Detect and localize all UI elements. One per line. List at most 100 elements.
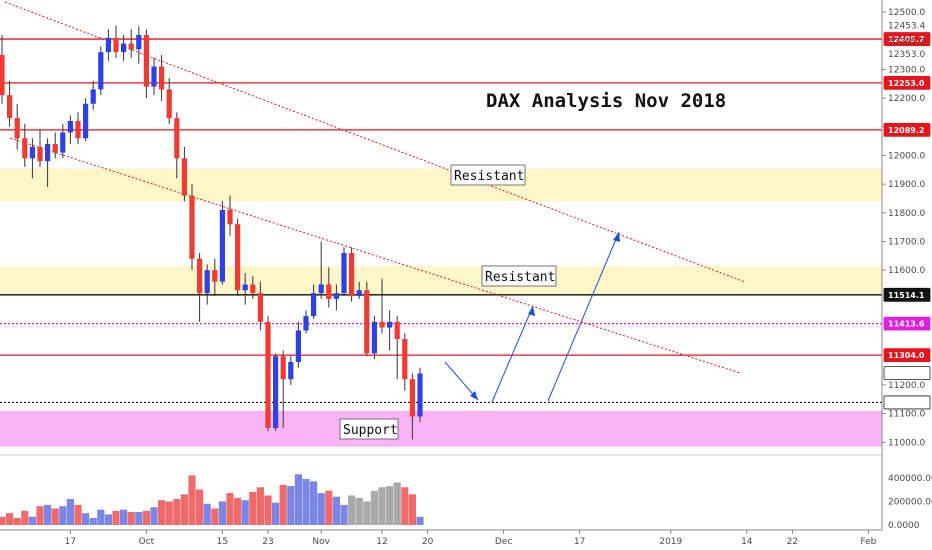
price-tag [883,32,931,46]
candle-body [98,52,104,90]
zone-band [0,265,882,296]
candle-body [22,138,28,159]
volume-bar [272,502,280,525]
price-tag-label: 11304.0 [888,351,925,360]
volume-bar [226,493,234,525]
zone-label: Support [343,423,398,438]
date-tick-label: 15 [217,537,228,547]
chart-title-box [482,86,710,114]
candle-body [136,34,142,50]
candle-body [189,195,195,259]
volume-bar [203,503,211,525]
date-tick-label: 20 [422,537,434,547]
zone-label-box [339,418,399,440]
candle-body [159,66,165,90]
volume-bar [21,510,29,525]
candle-body [288,361,294,380]
volume-bar [142,510,150,525]
volume-bar [393,482,401,525]
date-tick-label: 2019 [659,537,682,547]
candle-body [242,284,248,291]
candle-body [409,379,415,417]
volume-tick-label: 400000.0000 [888,474,932,484]
chart-title: DAX Analysis Nov 2018 [486,90,726,112]
candle-body [174,118,180,159]
candle-body [394,321,400,340]
projection-arrowhead-up-2 [613,232,620,242]
volume-bar [112,510,120,525]
candle-body [14,118,20,139]
candle-body [250,284,256,294]
volume-bar [378,487,386,525]
candle-body [295,330,301,362]
volume-bar [158,500,166,525]
date-tick-label: 17 [574,537,585,547]
projection-arrow-up-2 [547,231,620,402]
time-axis[interactable]: 17 Oct 15 23 Nov 12 20 Dec 17 2019 14 22 Feb [65,530,877,547]
candle-body [235,224,241,291]
zone-label-box [481,265,557,287]
price-tick-label: 12000.0 [888,151,925,161]
candle-body [60,132,66,153]
volume-bar [150,507,158,525]
price-tag [883,395,931,410]
volume-bar [340,504,348,525]
price-tag-label: 11138.9 [888,398,925,407]
zone-label: Resistant [485,270,555,285]
zones-layer [0,168,882,447]
date-tick-label: Dec [495,537,512,547]
volume-bar [310,481,318,525]
volume-bar [0,516,6,525]
candle-body [273,356,279,428]
volume-tick-label: 200000.0000 [888,497,932,507]
candle-body [67,121,73,133]
trendlines [4,1,746,403]
date-tick-label: 12 [376,537,387,547]
candle-body [151,66,157,87]
candle-body [257,293,263,322]
volume-bar [51,508,59,525]
candle-body [45,143,51,162]
volume-bar [127,512,135,525]
candle-body [356,290,362,296]
date-tick-label: 23 [262,537,273,547]
price-tag-plain: 12397.2 [888,37,925,47]
volume-bar [6,513,14,525]
volume-bar [302,478,310,525]
volume-bar [332,496,340,525]
projection-arrowhead-up-1 [528,306,535,316]
zone-label-box [450,164,526,186]
price-tag-label: 12089.2 [888,126,924,135]
volume-bar [348,495,356,525]
candle-body [326,284,332,299]
price-tick-label: 11200.0 [888,381,925,391]
price-tick-label: 12200.0 [888,94,925,104]
volume-bar [264,495,272,525]
price-tag-label: 12405.7 [888,35,924,44]
volume-bar [135,512,143,525]
volume-bar [97,509,105,525]
volume-bar [82,513,90,525]
candle-body [349,252,355,296]
candle-body [166,89,172,119]
price-tag [883,316,931,331]
horizontal-levels [0,38,882,404]
candle-body [75,121,81,139]
candle-body [113,37,119,53]
volume-bar [120,509,128,525]
zone-label: Resistant [454,169,524,184]
volume-bar [104,514,112,525]
volume-bar [89,517,97,525]
price-tag [883,122,931,137]
volume-bar [279,484,287,525]
candle-body [371,321,377,354]
price-tick-label: 11600.0 [888,266,925,276]
price-tick-label: 12300.0 [888,65,925,75]
volume-bar [44,504,52,525]
candle-body [402,339,408,380]
volume-bar [165,501,173,525]
candle-body [364,290,370,354]
volume-axis[interactable]: 400000.0000 200000.0000 0.0000 [888,474,932,531]
price-tick-label: 11000.0 [888,438,925,448]
